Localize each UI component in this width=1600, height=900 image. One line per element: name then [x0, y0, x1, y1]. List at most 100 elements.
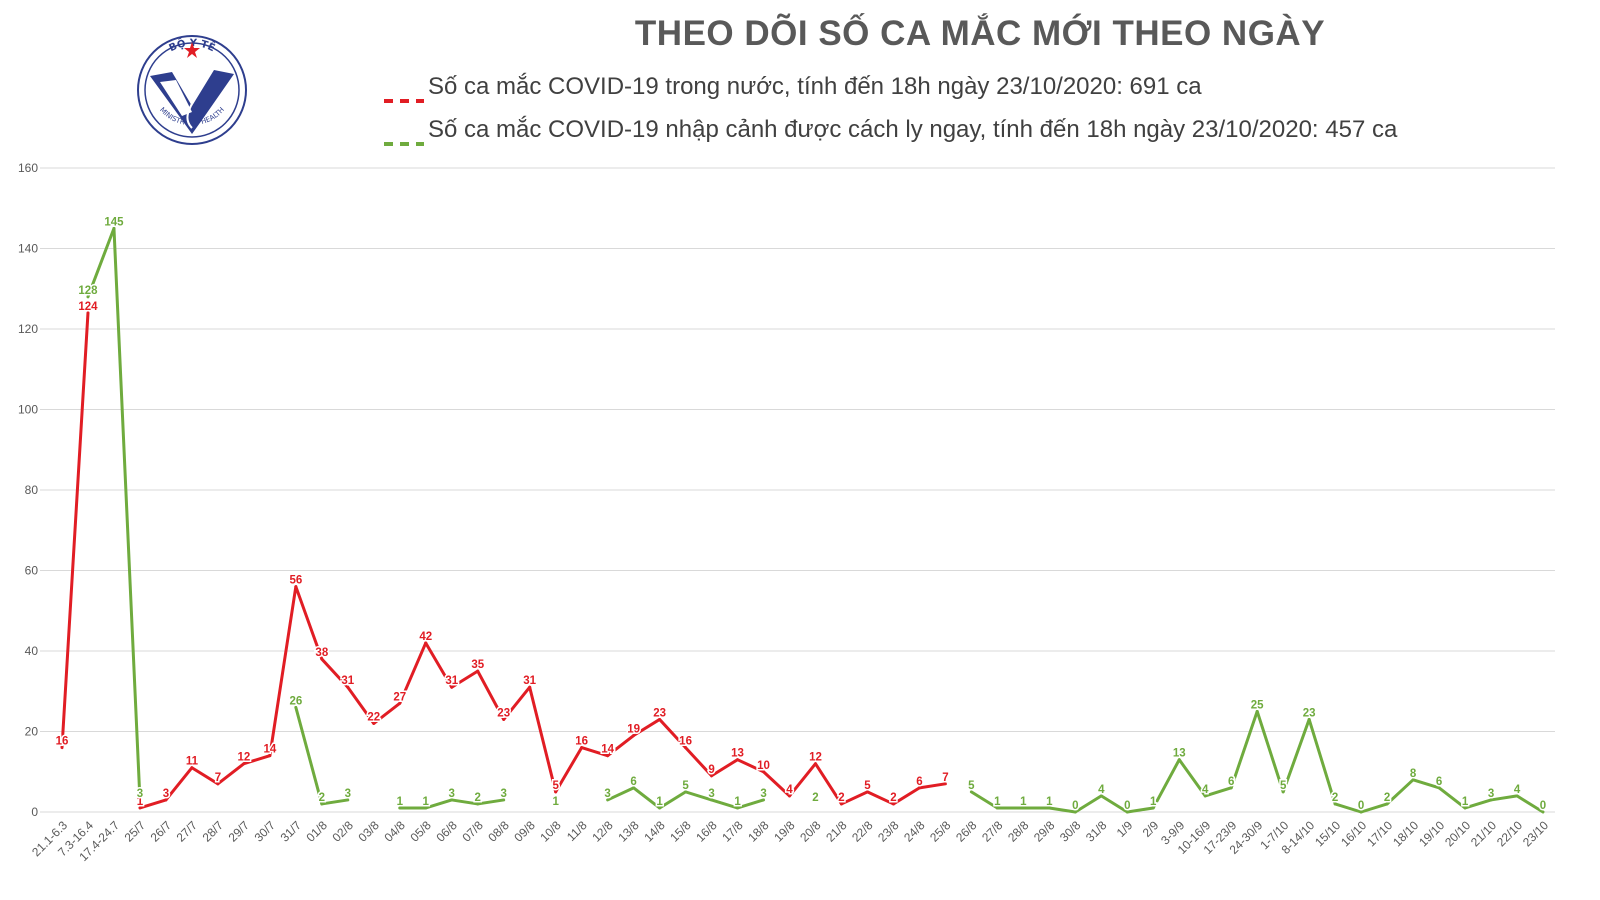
series-0-segment — [606, 734, 636, 758]
x-tick-label: 08/8 — [485, 818, 512, 845]
series-1-segment — [1463, 798, 1493, 810]
x-tick-label: 1/9 — [1114, 818, 1136, 840]
series-0-segment — [658, 717, 688, 750]
series-0-segment — [865, 790, 895, 806]
x-tick-label: 12/8 — [589, 818, 616, 845]
series-1-segment — [320, 798, 350, 806]
y-tick-label: 20 — [25, 725, 39, 739]
data-label: 145 — [104, 216, 124, 228]
series-1-segment — [684, 790, 714, 802]
x-tick-label: 02/8 — [330, 818, 357, 845]
series-0-segment — [502, 685, 532, 721]
x-tick-label: 30/8 — [1057, 818, 1084, 845]
series-1-segment — [1229, 709, 1259, 790]
x-tick-label: 01/8 — [304, 818, 331, 845]
series-0-segment — [839, 790, 869, 806]
data-label: 3 — [760, 788, 766, 800]
data-label: 42 — [419, 631, 432, 643]
data-label: 1 — [734, 796, 741, 808]
data-label: 13 — [731, 748, 744, 760]
series-0-segment — [216, 762, 246, 786]
legend-domestic-swatch — [384, 83, 424, 103]
x-tick-label: 23/8 — [875, 818, 902, 845]
x-tick-label: 11/8 — [564, 818, 590, 844]
series-1-segment — [1203, 786, 1233, 798]
data-label: 5 — [682, 780, 689, 792]
series-1-segment — [1255, 709, 1285, 794]
series-0-segment — [450, 669, 480, 689]
data-label: 2 — [1332, 792, 1338, 804]
data-label: 38 — [315, 647, 328, 659]
y-tick-label: 80 — [25, 483, 39, 497]
series-1-segment — [112, 226, 142, 802]
series-1-segment — [736, 798, 766, 810]
data-label: 1 — [1150, 796, 1157, 808]
data-label: 16 — [575, 736, 588, 748]
x-tick-label: 04/8 — [381, 818, 408, 845]
data-label: 14 — [263, 744, 276, 756]
data-label: 19 — [627, 724, 640, 736]
series-1-segment — [969, 790, 999, 810]
y-tick-label: 40 — [25, 644, 39, 658]
legend-imported-label: Số ca mắc COVID-19 nhập cảnh được cách l… — [428, 116, 1398, 143]
data-label: 13 — [1173, 748, 1186, 760]
series-0-segment — [554, 746, 584, 794]
data-label: 14 — [601, 744, 614, 756]
y-tick-label: 140 — [18, 242, 38, 256]
data-label: 5 — [1280, 780, 1287, 792]
series-1-segment — [424, 798, 454, 810]
data-label: 1 — [656, 796, 663, 808]
data-label: 0 — [1540, 800, 1546, 812]
series-0-segment — [320, 657, 350, 689]
data-label: 4 — [1098, 784, 1105, 796]
x-tick-label: 30/7 — [252, 818, 279, 845]
data-label: 1 — [1046, 796, 1053, 808]
data-label: 5 — [968, 780, 975, 792]
data-label: 3 — [345, 788, 351, 800]
series-1-segment — [450, 798, 480, 806]
series-0-segment — [476, 669, 506, 721]
data-label: 6 — [630, 776, 636, 788]
data-label: 2 — [838, 792, 844, 804]
series-0-segment — [294, 585, 324, 661]
x-tick-label: 29/7 — [226, 818, 253, 845]
series-1-segment — [710, 798, 740, 810]
series-1-segment — [1099, 794, 1129, 814]
x-tick-label: 18/8 — [745, 818, 772, 845]
data-label: 1 — [1020, 796, 1027, 808]
series-1-segment — [1385, 778, 1415, 806]
series-1-segment — [1359, 802, 1389, 814]
data-label: 124 — [78, 301, 98, 313]
x-tick-label: 15/8 — [667, 818, 694, 845]
series-0-segment — [813, 762, 843, 806]
x-tick-label: 28/7 — [200, 818, 227, 845]
series-0-segment — [372, 701, 402, 725]
data-label: 3 — [1488, 788, 1494, 800]
x-tick-label: 15/10 — [1312, 818, 1343, 849]
x-tick-label: 18/10 — [1390, 818, 1421, 849]
data-label: 9 — [708, 764, 714, 776]
y-tick-label: 0 — [31, 805, 38, 819]
data-label: 5 — [552, 780, 559, 792]
data-label: 26 — [289, 695, 302, 707]
data-label: 1 — [994, 796, 1001, 808]
data-label: 4 — [786, 784, 793, 796]
y-tick-label: 120 — [18, 322, 38, 336]
data-label: 1 — [552, 796, 559, 808]
x-tick-label: 27/8 — [979, 818, 1006, 845]
data-label: 56 — [289, 575, 302, 587]
x-tick-label: 17/10 — [1364, 818, 1395, 849]
data-label: 23 — [497, 707, 510, 719]
data-label: 16 — [56, 736, 69, 748]
series-1-segment — [1437, 786, 1467, 810]
chart-title: THEO DÕI SỐ CA MẮC MỚI THEO NGÀY — [634, 14, 1326, 53]
x-tick-label: 09/8 — [511, 818, 538, 845]
series-0-segment — [242, 754, 272, 766]
data-label: 8 — [1410, 768, 1417, 780]
data-label: 3 — [500, 788, 506, 800]
x-tick-label: 16/8 — [693, 818, 720, 845]
data-label: 1 — [397, 796, 404, 808]
data-label: 2 — [475, 792, 481, 804]
data-label: 0 — [1124, 800, 1130, 812]
series-0-segment — [736, 758, 766, 774]
